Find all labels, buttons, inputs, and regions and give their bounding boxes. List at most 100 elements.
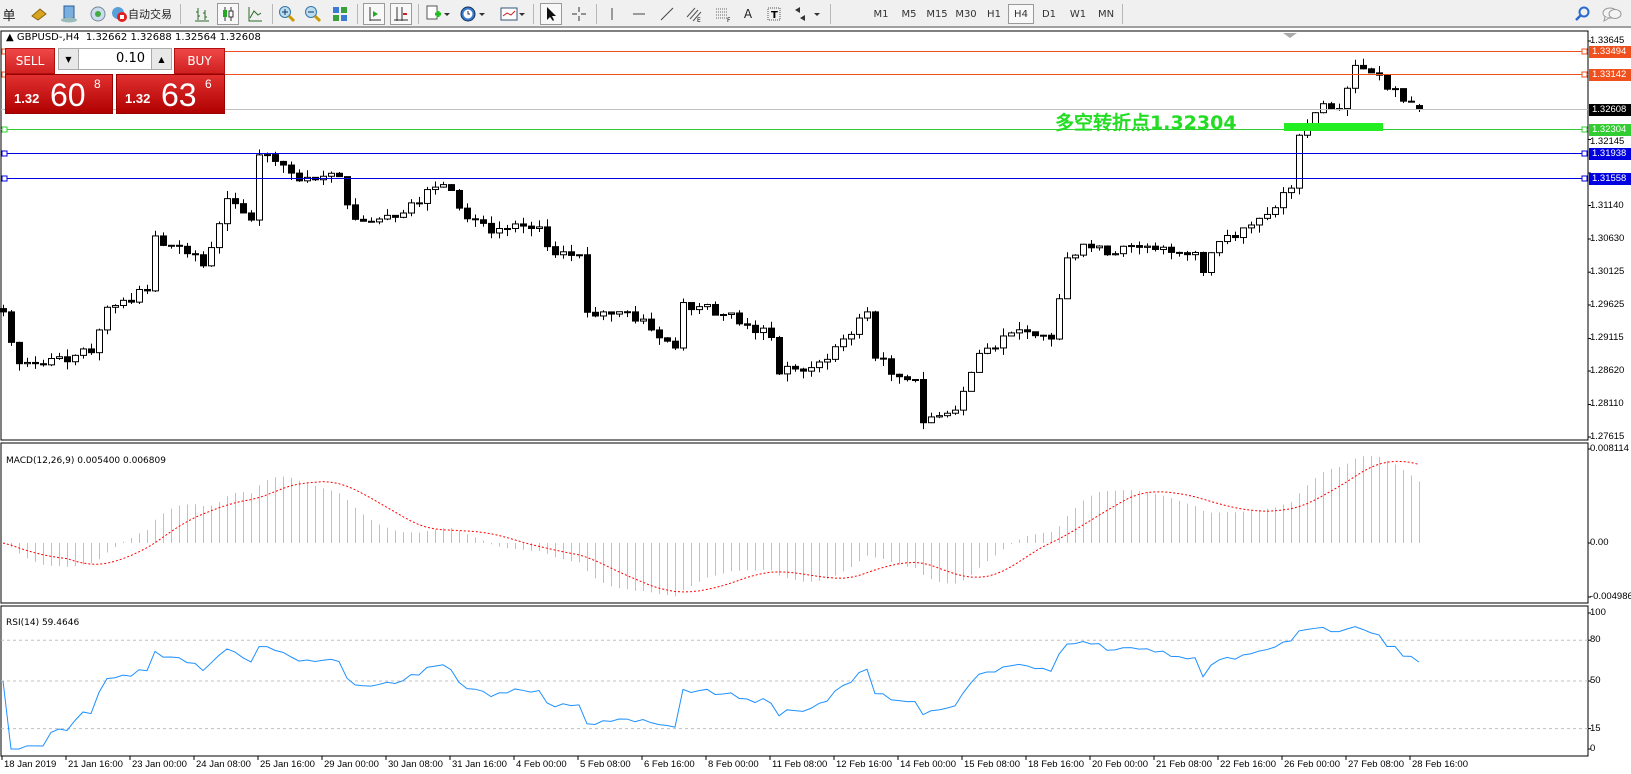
pivot-annotation[interactable]: 多空转折点1.32304 xyxy=(1055,112,1237,134)
price-tag: 1.33494 xyxy=(1589,46,1631,58)
market-watch-icon[interactable] xyxy=(28,3,50,25)
auto-trading-button[interactable]: 自动交易 xyxy=(108,3,174,25)
buy-button[interactable]: BUY xyxy=(174,48,225,74)
bear-candle xyxy=(872,311,879,359)
timeframe-m5[interactable]: M5 xyxy=(901,8,917,20)
timeframe-m1[interactable]: M1 xyxy=(873,8,889,20)
macd-pane-border xyxy=(0,442,1589,604)
bear-candle xyxy=(1232,234,1239,239)
svg-text:F: F xyxy=(727,17,731,23)
bear-candle xyxy=(128,299,135,303)
equidistant-channel-icon[interactable]: E xyxy=(683,3,705,25)
bear-candle xyxy=(448,184,455,191)
zoom-in-icon[interactable] xyxy=(276,3,298,25)
lot-increase-button[interactable]: ▲ xyxy=(151,49,171,69)
bull-candle xyxy=(80,348,87,356)
crosshair-icon[interactable] xyxy=(568,3,590,25)
cursor-icon[interactable] xyxy=(540,3,562,25)
bull-candle xyxy=(816,361,823,369)
bull-candle xyxy=(152,235,159,292)
text-label-icon[interactable]: T xyxy=(763,3,785,25)
timeframe-w1[interactable]: W1 xyxy=(1069,8,1087,20)
bear-candle xyxy=(888,358,895,375)
chat-icon[interactable] xyxy=(1600,3,1624,25)
lot-decrease-button[interactable]: ▼ xyxy=(59,49,79,69)
line-chart-icon[interactable] xyxy=(244,3,266,25)
bull-candle xyxy=(512,223,519,229)
bear-candle xyxy=(1328,103,1335,110)
fibonacci-icon[interactable]: F xyxy=(712,3,734,25)
new-order-button[interactable]: 单 xyxy=(2,8,16,24)
data-window-icon[interactable] xyxy=(58,3,80,25)
lot-size-stepper[interactable]: ▼ 0.10 ▲ xyxy=(58,48,172,70)
tile-windows-icon[interactable] xyxy=(329,3,351,25)
sell-price-sup: 8 xyxy=(94,77,101,91)
zoom-out-icon[interactable] xyxy=(302,3,324,25)
bear-candle xyxy=(392,214,399,218)
bull-candle xyxy=(576,254,583,257)
time-axis-label: 11 Feb 08:00 xyxy=(772,759,828,770)
collapse-trade-panel-icon[interactable]: ▲ xyxy=(6,32,17,43)
bull-candle xyxy=(1120,245,1127,255)
sell-button[interactable]: SELL xyxy=(5,48,55,74)
price-tag: 1.32304 xyxy=(1589,124,1631,136)
templates-button[interactable] xyxy=(498,3,528,25)
trendline-icon[interactable] xyxy=(656,3,678,25)
time-axis-label: 4 Feb 00:00 xyxy=(516,759,567,770)
bear-candle xyxy=(176,244,183,247)
text-icon[interactable]: A xyxy=(743,7,753,21)
bear-candle xyxy=(528,225,535,229)
bear-candle xyxy=(416,202,423,205)
bear-candle xyxy=(464,207,471,220)
macd-axis-label: 0.008114 xyxy=(1590,443,1629,454)
timeframe-m30[interactable]: M30 xyxy=(955,8,977,20)
svg-text:E: E xyxy=(697,17,701,23)
timeframe-m15[interactable]: M15 xyxy=(926,8,948,20)
bear-candle xyxy=(240,203,247,214)
rsi-axis-label: 50 xyxy=(1590,675,1601,686)
time-axis-label: 25 Jan 16:00 xyxy=(260,759,315,770)
auto-trading-icon xyxy=(112,7,127,22)
bear-candle xyxy=(688,302,695,311)
timeframe-mn[interactable]: MN xyxy=(1097,8,1115,20)
arrows-button[interactable] xyxy=(790,3,822,25)
price-axis-label: 1.27615 xyxy=(1590,431,1625,442)
chart-shift-icon[interactable] xyxy=(390,3,412,25)
buy-price-sup: 6 xyxy=(205,77,212,91)
price-axis-label: 1.30630 xyxy=(1590,233,1625,244)
main-pane-border xyxy=(0,30,1589,441)
bull-candle xyxy=(760,327,767,334)
bear-candle xyxy=(712,304,719,316)
bull-candle xyxy=(264,154,271,157)
sell-price-button[interactable]: 1.32 60 8 xyxy=(5,74,113,114)
bull-candle xyxy=(976,352,983,373)
candlestick-chart-icon[interactable] xyxy=(217,3,239,25)
lot-size-input[interactable]: 0.10 xyxy=(116,51,145,66)
bar-chart-icon[interactable] xyxy=(192,3,212,25)
bull-candle xyxy=(1208,252,1215,273)
buy-price-button[interactable]: 1.32 63 6 xyxy=(116,74,225,114)
navigator-icon[interactable] xyxy=(87,3,109,25)
price-axis-label: 1.28620 xyxy=(1590,365,1625,376)
one-click-trading-panel: SELL ▼ 0.10 ▲ BUY 1.32 60 8 1.32 63 6 xyxy=(5,48,225,116)
vertical-line-icon[interactable] xyxy=(602,3,622,25)
bear-candle xyxy=(40,363,47,366)
bear-candle xyxy=(248,212,255,221)
auto-scroll-icon[interactable] xyxy=(363,3,385,25)
timeframe-d1[interactable]: D1 xyxy=(1041,8,1057,20)
indicators-button[interactable] xyxy=(423,3,453,25)
bull-candle xyxy=(1064,257,1071,300)
bull-candle xyxy=(536,226,543,229)
bear-candle xyxy=(672,340,679,349)
bear-candle xyxy=(608,311,615,315)
bull-candle xyxy=(616,311,623,315)
horizontal-line-icon[interactable] xyxy=(628,3,650,25)
timeframe-h4[interactable]: H4 xyxy=(1008,4,1034,24)
bear-candle xyxy=(880,357,887,360)
timeframe-h1[interactable]: H1 xyxy=(987,8,1001,20)
search-icon[interactable] xyxy=(1572,3,1592,25)
macd-axis-label: -0.004986 xyxy=(1590,591,1631,602)
bull-candle xyxy=(104,306,111,331)
periods-button[interactable] xyxy=(458,3,488,25)
